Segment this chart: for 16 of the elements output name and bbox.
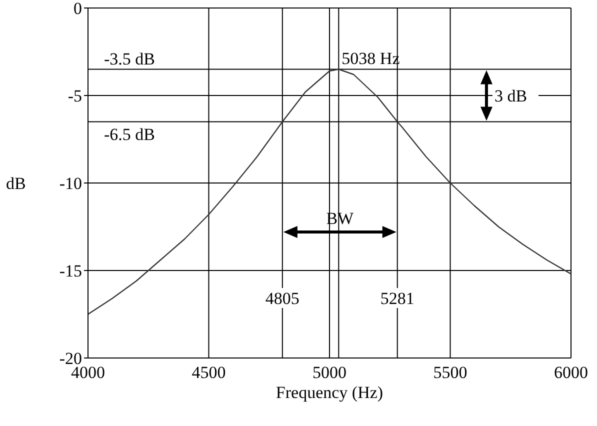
x-axis-title: Frequency (Hz) — [276, 383, 384, 402]
annotation: 3 dB — [494, 86, 528, 106]
ref-line-label: 5281 — [380, 289, 414, 308]
y-tick-label: -10 — [59, 174, 82, 194]
y-tick-label: 0 — [74, 0, 82, 18]
y-tick-label: -15 — [59, 262, 82, 281]
x-tick-label: 5000 — [312, 363, 346, 382]
y-axis-title: dB — [6, 174, 26, 194]
x-tick-label: 4000 — [71, 363, 105, 382]
ref-line-label: 4805 — [265, 289, 300, 308]
x-tick-label: 4500 — [192, 363, 226, 382]
x-tick-label: 5500 — [433, 363, 468, 382]
x-tick-label: 6000 — [554, 363, 588, 382]
ref-line-label: -3.5 dB — [104, 49, 155, 68]
ref-line-label: -6.5 dB — [104, 124, 155, 144]
y-tick-label: -5 — [68, 86, 82, 106]
